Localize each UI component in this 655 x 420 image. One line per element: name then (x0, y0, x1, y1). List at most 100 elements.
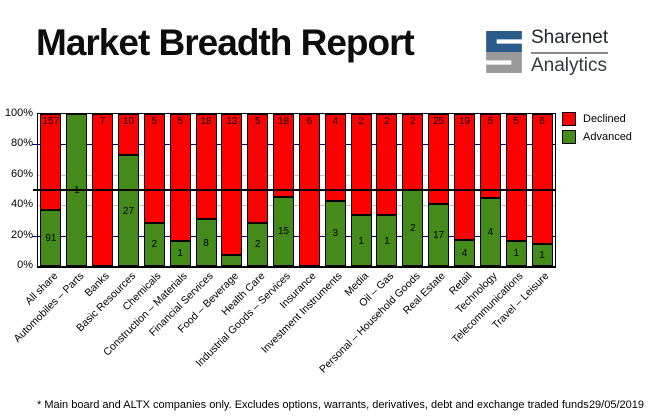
declined-value-label: 2 (358, 116, 364, 127)
advanced-value-label: 2 (254, 239, 261, 251)
gridline-60 (38, 174, 555, 176)
logo-line-sharenet: Sharenet (531, 27, 609, 54)
legend-label-advanced: Advanced (583, 131, 632, 143)
x-axis-labels: All share Automobiles – Parts Banks Basic R… (11, 268, 554, 383)
advanced-segment: 2 (247, 222, 269, 266)
y-tick-20 (32, 235, 38, 237)
declined-segment: 13 (221, 114, 243, 256)
y-axis-label-20: 20% (10, 228, 33, 241)
advanced-value-label: 15 (278, 226, 290, 238)
declined-value-label: 7 (99, 116, 106, 127)
y-axis: 0% 20% 40% 60% 80% 100% (0, 107, 33, 271)
advanced-value-label: 1 (177, 248, 183, 260)
bar-food-beverage: 13 (221, 114, 243, 266)
declined-value-label: 10 (122, 116, 135, 127)
advanced-value-label: 2 (410, 223, 416, 234)
footer-note: * Main board and ALTX companies only. Ex… (37, 399, 589, 411)
legend-label-declined: Declined (583, 113, 626, 125)
advanced-value-label: 8 (203, 237, 209, 249)
advanced-segment: 4 (479, 198, 501, 266)
advanced-segment: 17 (428, 204, 450, 266)
declined-value-label: 4 (332, 116, 339, 127)
gridline-80 (38, 144, 555, 146)
declined-value-label: 19 (458, 116, 471, 127)
advanced-value-label: 4 (487, 227, 494, 239)
advanced-segment: 1 (531, 244, 553, 266)
declined-value-label: 18 (200, 116, 212, 127)
advanced-value-label: 27 (122, 205, 135, 217)
advanced-segment: 2 (402, 190, 424, 266)
bar-real-estate: 25 17 (428, 114, 450, 266)
declined-value-label: 6 (306, 116, 313, 127)
declined-value-label: 5 (513, 116, 519, 127)
declined-segment: 6 (531, 114, 553, 245)
sharenet-logo: Sharenet Analytics (486, 27, 609, 77)
bar-all-share: 157 91 (40, 114, 62, 266)
y-axis-label-40: 40% (10, 198, 33, 211)
advanced-value-label: 1 (384, 235, 390, 247)
footer: * Main board and ALTX companies only. Ex… (37, 399, 644, 411)
gridline-40 (38, 205, 555, 207)
bar-industrial-goods-services: 18 15 (273, 114, 295, 266)
declined-swatch (562, 112, 576, 126)
declined-segment: 2 (376, 114, 398, 216)
declined-segment: 2 (402, 114, 424, 190)
declined-value-label: 2 (410, 116, 416, 127)
advanced-value-label: 17 (433, 230, 445, 242)
advanced-segment: 91 (40, 210, 62, 266)
declined-value-label: 157 (42, 116, 60, 127)
reference-line-50pct (33, 189, 555, 191)
sharenet-s-icon (486, 31, 522, 74)
footer-date: 29/05/2019 (588, 399, 644, 411)
declined-segment: 2 (350, 114, 372, 216)
bar-financial-services: 18 8 (195, 114, 217, 266)
advanced-segment: 1 (376, 215, 398, 266)
advanced-segment: 1 (169, 240, 191, 266)
declined-segment: 5 (169, 114, 191, 241)
declined-segment: 4 (324, 114, 346, 201)
advanced-value-label: 4 (461, 247, 468, 259)
advanced-segment: 8 (195, 219, 217, 266)
advanced-value-label: 2 (151, 239, 158, 251)
declined-segment: 157 (40, 114, 62, 211)
declined-value-label: 5 (151, 116, 158, 127)
declined-segment: 10 (117, 114, 139, 156)
plot-area: 1579117102752511881352181564321212225171… (32, 113, 556, 268)
declined-segment: 19 (454, 114, 476, 240)
bar-basic-resources: 10 27 (117, 114, 139, 266)
declined-value-label: 13 (226, 116, 238, 127)
bar-retail: 19 4 (454, 114, 476, 266)
advanced-value-label: 1 (539, 250, 545, 262)
declined-value-label: 5 (487, 116, 494, 127)
declined-segment: 25 (428, 114, 450, 205)
declined-value-label: 25 (433, 116, 445, 127)
declined-value-label: 6 (539, 116, 545, 127)
advanced-segment: 15 (273, 196, 295, 266)
declined-segment: 5 (505, 114, 527, 241)
gridline-20 (38, 235, 555, 237)
advanced-segment: 1 (350, 215, 372, 266)
legend-item-advanced: Advanced (562, 130, 632, 144)
legend: Declined Advanced (562, 112, 632, 148)
sharenet-logo-text: Sharenet Analytics (531, 27, 609, 77)
advanced-segment: 3 (324, 200, 346, 266)
declined-segment: 5 (247, 114, 269, 223)
declined-segment: 5 (143, 114, 165, 223)
legend-item-declined: Declined (562, 112, 632, 126)
advanced-segment (221, 255, 243, 266)
advanced-value-label: 91 (45, 233, 57, 245)
page-title: Market Breadth Report (36, 22, 415, 63)
y-axis-label-80: 80% (10, 137, 33, 150)
logo-line-analytics: Analytics (531, 54, 608, 76)
y-axis-label-60: 60% (10, 167, 33, 180)
advanced-segment: 1 (505, 240, 527, 266)
declined-segment: 5 (479, 114, 501, 199)
declined-value-label: 5 (177, 116, 183, 127)
